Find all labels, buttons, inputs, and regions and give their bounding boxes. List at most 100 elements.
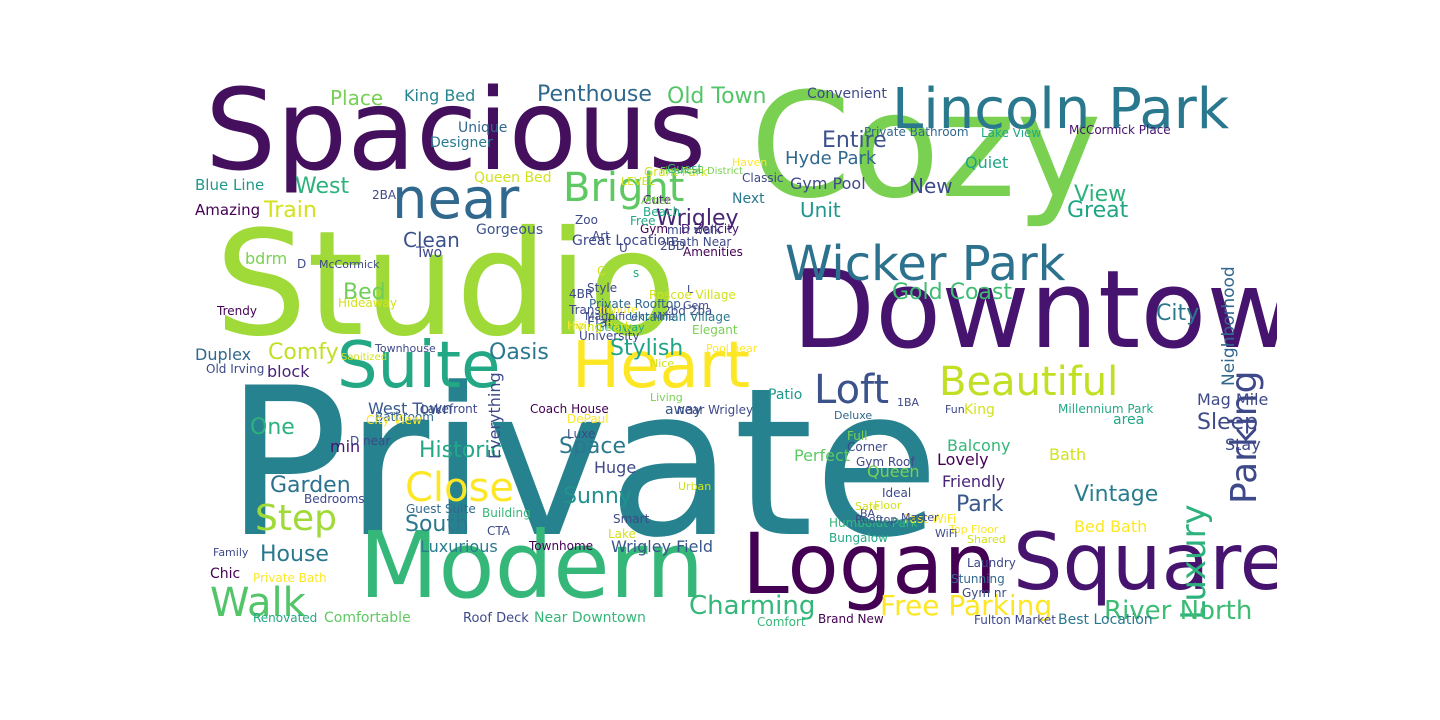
cloud-word: Great Location: [572, 233, 675, 249]
cloud-word: DePaul: [567, 412, 609, 426]
cloud-word: Family: [213, 546, 249, 559]
cloud-word: C: [597, 264, 606, 278]
cloud-word: Hyde Park: [785, 148, 877, 169]
cloud-word: Flat: [587, 315, 614, 331]
cloud-word: away: [665, 402, 702, 418]
cloud-word: Unique: [458, 120, 508, 136]
cloud-word: Nice: [650, 357, 675, 370]
cloud-word: Wicker Park: [785, 236, 1066, 292]
cloud-word: Balcony: [947, 436, 1011, 455]
cloud-word: Financial District: [660, 166, 743, 177]
cloud-word: Lake View: [981, 126, 1042, 140]
cloud-word: Amenities: [683, 245, 743, 259]
cloud-word: Free Parking: [880, 589, 1053, 622]
cloud-word: Townhome: [529, 539, 594, 553]
cloud-word: Fast WiFi: [904, 512, 957, 526]
cloud-word: 4BR: [569, 287, 594, 301]
cloud-word: Building: [482, 506, 531, 520]
cloud-word: Stay: [1225, 435, 1261, 454]
cloud-word: Zoo: [575, 213, 598, 227]
cloud-word: Humboldt Park: [829, 516, 918, 530]
cloud-word: Pool near: [706, 342, 758, 355]
cloud-word: Downtown: [792, 248, 1277, 373]
cloud-word: Private Bath: [253, 571, 327, 585]
cloud-word: Neighborhood: [1219, 266, 1239, 386]
cloud-word: Lovely: [937, 450, 989, 469]
cloud-word: Lincoln Park: [892, 77, 1230, 142]
cloud-word: Two: [416, 245, 443, 261]
cloud-word: Art: [592, 229, 610, 243]
cloud-word: 1BA: [897, 396, 920, 409]
cloud-word: Gorgeous: [476, 222, 544, 238]
cloud-word: Private Rooftop: [589, 297, 681, 311]
cloud-word: Full: [847, 429, 868, 443]
cloud-word: Step: [255, 498, 337, 539]
cloud-word: University: [579, 329, 640, 343]
cloud-word: Unit: [800, 198, 841, 222]
cloud-word: Wrigley: [656, 206, 739, 231]
cloud-word: 2BD: [660, 239, 686, 253]
cloud-word: Old Town: [667, 84, 767, 109]
cloud-word: Great: [1067, 198, 1129, 223]
cloud-word: Huge: [594, 458, 637, 477]
cloud-word: bdrm: [245, 249, 288, 268]
cloud-word: Duplex: [195, 345, 252, 364]
cloud-word: Urban: [678, 480, 712, 493]
cloud-word: block: [267, 362, 310, 381]
cloud-word: Master: [901, 511, 939, 524]
cloud-word: 2bd 2ba: [663, 304, 713, 318]
cloud-word: Space: [559, 434, 627, 459]
cloud-word: Style: [587, 281, 618, 295]
cloud-word: near: [392, 167, 520, 232]
cloud-word: Guest Suite: [406, 502, 476, 516]
cloud-word: City View: [366, 413, 422, 427]
cloud-word: Old Irving: [206, 362, 265, 376]
cloud-word: Location: [209, 632, 242, 634]
cloud-word: 2BA: [372, 188, 397, 202]
cloud-word: Queen: [867, 462, 920, 481]
cloud-word: Luxurious: [420, 537, 498, 556]
cloud-word: min walk: [667, 223, 721, 237]
cloud-word: River North: [1104, 596, 1253, 626]
cloud-word: Square: [1013, 518, 1277, 608]
cloud-word: Fulton Market: [974, 613, 1056, 627]
cloud-word: Shared: [967, 533, 1006, 546]
cloud-word: Queen Bed: [474, 170, 552, 186]
cloud-word: Bed Bath: [1074, 517, 1148, 536]
cloud-word: Spacious: [205, 72, 707, 196]
cloud-word: Convenient: [807, 86, 887, 102]
cloud-word: Gym: [640, 222, 669, 236]
cloud-word: Ideal: [882, 486, 912, 500]
cloud-word: s: [633, 266, 640, 280]
cloud-word: Next: [732, 191, 765, 207]
cloud-word: Grant Park: [644, 165, 708, 179]
cloud-word: West: [295, 174, 350, 199]
cloud-word: BA: [860, 507, 876, 520]
cloud-word: Suite: [337, 329, 501, 403]
cloud-word: Comfort: [757, 615, 806, 629]
cloud-word: South: [405, 512, 469, 537]
cloud-word: min: [330, 437, 361, 456]
cloud-word: Roof Deck: [463, 611, 529, 626]
cloud-word: Bath: [1049, 445, 1087, 464]
cloud-word: Patio: [768, 387, 803, 403]
cloud-word: Friendly: [942, 472, 1006, 491]
cloud-word: Modern: [359, 512, 705, 619]
cloud-word: Train: [264, 198, 317, 223]
cloud-word: Cozy: [750, 72, 1102, 231]
cloud-word: Charming: [689, 591, 816, 621]
cloud-word: Penthouse: [537, 82, 652, 107]
cloud-word: Getaway: [596, 321, 645, 334]
cloud-word: Classic: [742, 171, 784, 185]
cloud-word: Bright: [563, 165, 685, 211]
cloud-word: area: [1113, 412, 1145, 428]
cloud-word: McCormick Place: [1069, 123, 1171, 137]
cloud-word: One: [250, 415, 295, 440]
cloud-word: Stylish: [610, 336, 684, 361]
cloud-word: Mag Mile: [1197, 390, 1269, 409]
cloud-word: McCormick: [319, 258, 380, 271]
cloud-word: Cute: [643, 193, 672, 207]
cloud-word: Designer: [430, 135, 493, 151]
cloud-word: Amazing: [195, 201, 261, 219]
cloud-word: Historic: [419, 438, 503, 463]
